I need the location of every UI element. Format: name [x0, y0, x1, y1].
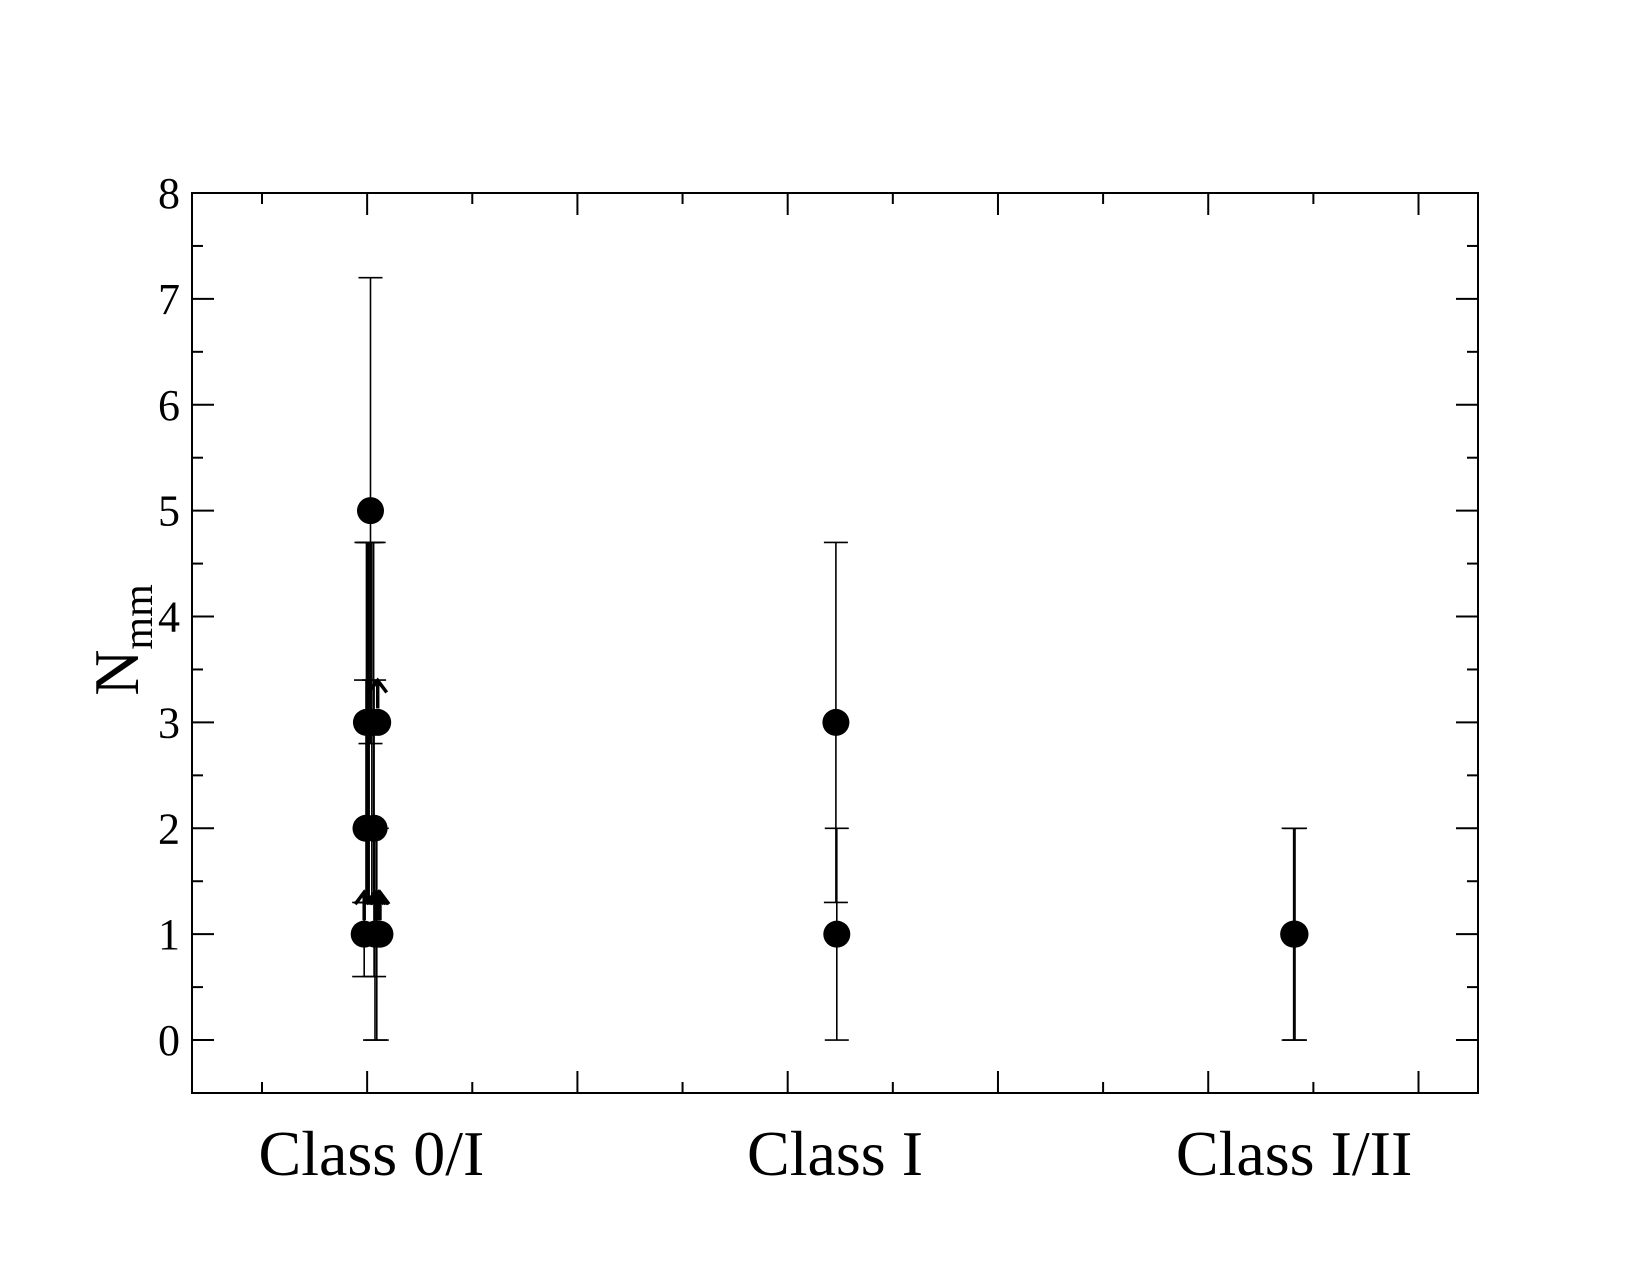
category-label: Class I/II [1176, 1118, 1412, 1189]
lower-limit-arrows [353, 677, 391, 921]
y-tick-label: 5 [158, 487, 180, 536]
category-label: Class 0/I [259, 1118, 485, 1189]
data-point [822, 708, 850, 736]
y-tick-label: 1 [158, 910, 180, 959]
y-axis-label-main: N [81, 650, 152, 696]
data-point [364, 708, 392, 736]
category-label: Class I [747, 1118, 923, 1189]
y-tick-label: 7 [158, 275, 180, 324]
lower-limit-arrow-head [369, 889, 391, 906]
y-tick-label: 6 [158, 381, 180, 430]
lower-limit-arrow-head [367, 677, 389, 694]
y-tick-label: 8 [158, 169, 180, 218]
data-point [1281, 920, 1309, 948]
y-tick-labels: 0 1 2 3 4 5 6 7 8 [158, 169, 180, 1065]
y-tick-label: 4 [158, 593, 180, 642]
axis-ticks [192, 192, 1478, 1093]
data-markers [350, 497, 1309, 948]
y-axis-label-subscript: mm [116, 584, 162, 650]
plot-frame [191, 192, 1479, 1094]
data-point [823, 920, 851, 948]
category-labels: Class 0/I Class I Class I/II [259, 1118, 1413, 1189]
data-point [360, 814, 388, 842]
y-tick-label: 0 [158, 1016, 180, 1065]
data-point [356, 497, 384, 525]
y-axis-label: Nmm [81, 584, 162, 696]
y-tick-label: 3 [158, 698, 180, 747]
data-point [366, 920, 394, 948]
y-tick-label: 2 [158, 804, 180, 853]
